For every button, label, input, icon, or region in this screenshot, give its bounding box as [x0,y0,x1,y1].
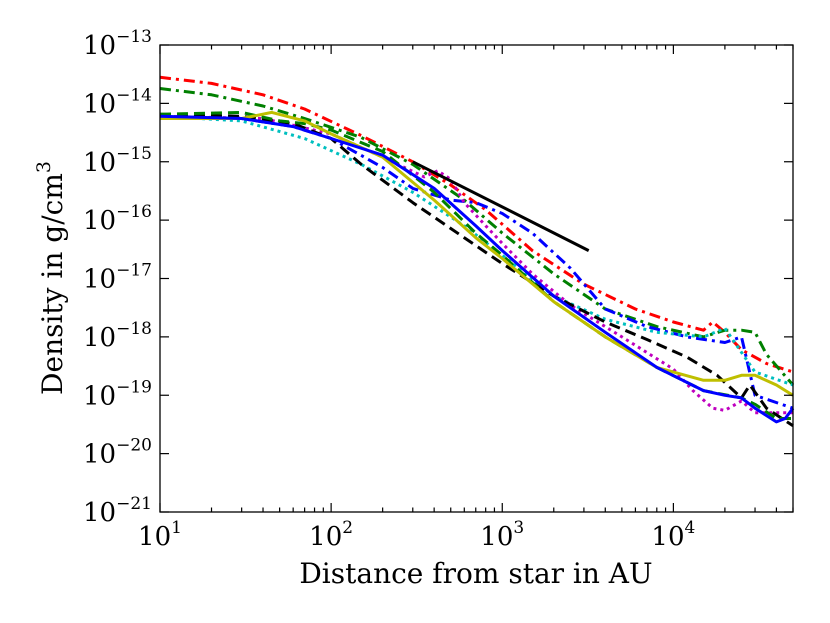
series-reference-slope [412,160,590,252]
y-tick-label: 10−16 [83,202,152,236]
x-tick-label: 104 [651,518,695,552]
y-tick-label: 10−21 [83,494,152,528]
series-blue-solid [159,114,795,424]
y-tick-exponent: −20 [116,436,152,456]
x-axis-title: Distance from star in AU [299,557,652,590]
y-tick-base: 10 [83,31,116,61]
y-tick-label: 10−20 [83,436,152,470]
x-tick-label: 103 [480,518,524,552]
y-tick-base: 10 [83,381,116,411]
x-tick-base: 10 [480,522,513,552]
y-tick-base: 10 [83,206,116,236]
x-tick-label: 102 [309,518,353,552]
series-olive-solid [160,110,794,397]
y-tick-exponent: −13 [116,27,152,47]
y-tick-label: 10−14 [83,85,152,119]
y-tick-base: 10 [83,498,116,528]
y-ticks: 10−2110−2010−1910−1810−1710−1610−1510−14… [83,27,793,528]
x-ticks: 101 102 103 104 [138,45,794,552]
series-blue-dashdot [159,114,794,410]
x-tick-base: 10 [309,522,342,552]
y-tick-label: 10−13 [83,27,152,61]
x-tick-exponent: 2 [342,518,353,538]
x-tick-exponent: 3 [513,518,524,538]
y-tick-base: 10 [83,148,116,178]
x-tick-exponent: 4 [685,518,696,538]
y-tick-label: 10−17 [83,261,152,295]
y-tick-label: 10−19 [83,377,152,411]
x-tick-label: 101 [138,518,182,552]
y-tick-exponent: −15 [116,144,152,164]
x-tick-base: 10 [138,522,171,552]
y-tick-base: 10 [83,440,116,470]
x-tick-exponent: 1 [171,518,182,538]
y-tick-exponent: −21 [116,494,152,514]
y-tick-base: 10 [83,265,116,295]
series-red-dashdot [159,75,794,374]
series-layer [159,75,795,428]
y-tick-base: 10 [83,89,116,119]
y-tick-label: 10−18 [83,319,152,353]
series-magenta-dotted [159,114,793,415]
x-tick-base: 10 [651,522,684,552]
series-green-dashed [159,110,793,420]
y-tick-exponent: −17 [116,261,152,281]
series-green-dashdot [159,87,795,386]
y-axis-title: Density in g/cm3 [33,161,69,395]
y-tick-exponent: −14 [116,85,152,105]
y-axis-title-main: Density in g/cm [36,173,69,395]
y-axis-title-exponent: 3 [33,161,55,173]
y-tick-exponent: −16 [116,202,152,222]
y-tick-label: 10−15 [83,144,152,178]
y-tick-base: 10 [83,323,116,353]
series-cyan-dotted [159,114,794,387]
y-tick-exponent: −18 [116,319,152,339]
y-tick-exponent: −19 [116,377,152,397]
